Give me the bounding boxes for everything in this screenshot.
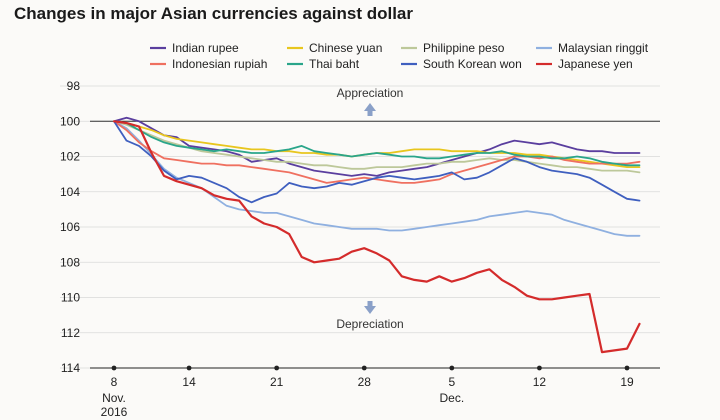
y-tick-label: 106	[60, 220, 80, 234]
legend-label: Thai baht	[309, 57, 360, 71]
x-tick-label: 5	[448, 375, 455, 389]
series-lines	[112, 116, 641, 354]
x-tick-sublabel: 2016	[101, 405, 128, 419]
legend-item: South Korean won	[401, 57, 522, 71]
legend-item: Chinese yuan	[287, 41, 382, 55]
legend-label: South Korean won	[423, 57, 522, 71]
x-axis: 8 Nov.2016 14 21 28 5 Dec. 12 19	[90, 365, 660, 419]
y-tick-label: 100	[60, 114, 80, 128]
down-arrow-icon	[364, 301, 376, 314]
x-tick-dot	[111, 365, 117, 371]
legend: Indian rupee Chinese yuan Philippine peso M…	[150, 41, 649, 71]
series-line-philippine-peso	[113, 120, 641, 174]
x-tick-label: 8	[111, 375, 118, 389]
legend-label: Indian rupee	[172, 41, 239, 55]
legend-label: Indonesian rupiah	[172, 57, 267, 71]
legend-label: Japanese yen	[558, 57, 633, 71]
legend-item: Indonesian rupiah	[150, 57, 267, 71]
legend-item: Philippine peso	[401, 41, 505, 55]
x-tick-label: 12	[533, 375, 547, 389]
x-tick-sublabel: Dec.	[439, 391, 464, 405]
x-tick-label: 19	[620, 375, 634, 389]
x-tick-label: 21	[270, 375, 284, 389]
x-tick-label: 14	[182, 375, 196, 389]
x-tick-dot	[274, 365, 280, 371]
annotations: Appreciation Depreciation	[336, 86, 403, 331]
up-arrow-icon	[364, 103, 376, 116]
y-tick-label: 110	[61, 291, 80, 305]
y-tick-label: 112	[61, 326, 80, 340]
x-tick-dot	[449, 365, 455, 371]
x-tick-dot	[361, 365, 367, 371]
legend-label: Chinese yuan	[309, 41, 382, 55]
series-line-south-korean-won	[113, 120, 641, 204]
x-tick-dot	[186, 365, 192, 371]
x-tick-sublabel: Nov.	[102, 391, 126, 405]
series-line-japanese-yen	[112, 120, 641, 354]
x-tick-label: 28	[358, 375, 372, 389]
y-tick-label: 104	[60, 185, 80, 199]
y-tick-label: 114	[61, 361, 80, 375]
legend-label: Philippine peso	[423, 41, 505, 55]
legend-item: Malaysian ringgit	[536, 41, 649, 55]
appreciation-label: Appreciation	[337, 86, 404, 100]
x-tick-dot	[624, 365, 630, 371]
legend-item: Japanese yen	[536, 57, 633, 71]
y-axis: 98 100 102 104 106 108 110 112 114	[60, 79, 80, 375]
series-line-indonesian-rupiah	[113, 120, 641, 184]
depreciation-label: Depreciation	[336, 317, 403, 331]
legend-item: Thai baht	[287, 57, 360, 71]
x-tick-dot	[537, 365, 542, 371]
series-line-indian-rupee	[113, 116, 641, 177]
y-tick-label: 108	[60, 255, 80, 269]
y-tick-label: 98	[67, 79, 81, 93]
y-tick-label: 102	[60, 150, 80, 164]
series-line-thai-baht	[113, 120, 641, 167]
legend-item: Indian rupee	[150, 41, 239, 55]
legend-label: Malaysian ringgit	[558, 41, 649, 55]
chart-title: Changes in major Asian currencies agains…	[14, 4, 413, 23]
